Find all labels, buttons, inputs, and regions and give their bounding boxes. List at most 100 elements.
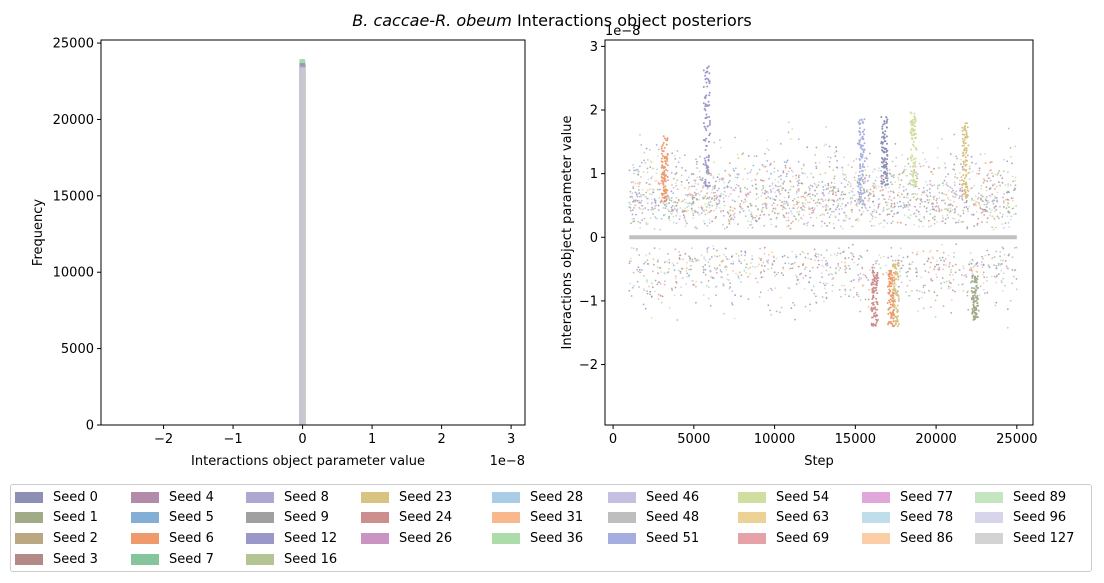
scatter-point bbox=[660, 157, 663, 160]
scatter-point bbox=[961, 274, 963, 276]
scatter-point bbox=[763, 192, 766, 195]
scatter-point bbox=[645, 223, 648, 226]
scatter-point bbox=[790, 222, 793, 225]
scatter-point bbox=[877, 185, 880, 188]
scatter-point bbox=[1004, 184, 1007, 186]
scatter-point bbox=[914, 185, 917, 188]
scatter-point bbox=[885, 271, 888, 274]
scatter-point bbox=[760, 271, 762, 273]
scatter-point bbox=[768, 177, 771, 180]
scatter-point bbox=[708, 154, 710, 157]
scatter-point bbox=[886, 202, 889, 204]
scatter-point bbox=[996, 199, 998, 202]
scatter-point bbox=[666, 138, 669, 141]
scatter-point bbox=[910, 119, 913, 122]
scatter-point bbox=[964, 142, 967, 145]
scatter-point bbox=[702, 271, 705, 274]
scatter-point bbox=[974, 264, 976, 267]
scatter-point bbox=[974, 292, 977, 295]
scatter-point bbox=[823, 300, 825, 303]
legend-swatch bbox=[361, 532, 389, 544]
scatter-point bbox=[853, 194, 856, 197]
scatter-point bbox=[684, 154, 686, 157]
scatter-point bbox=[903, 196, 905, 199]
scatter-point bbox=[885, 116, 888, 119]
scatter-point bbox=[701, 208, 704, 210]
scatter-point bbox=[896, 325, 899, 328]
scatter-point bbox=[966, 126, 969, 129]
scatter-point bbox=[712, 191, 715, 194]
scatter-point bbox=[893, 174, 895, 177]
scatter-point bbox=[703, 210, 705, 213]
scatter-point bbox=[994, 226, 997, 229]
scatter-point bbox=[1000, 269, 1003, 272]
scatter-point bbox=[669, 219, 671, 222]
scatter-point bbox=[797, 138, 800, 141]
scatter-point bbox=[945, 183, 948, 186]
scatter-xlabel: Step bbox=[804, 454, 834, 469]
scatter-point bbox=[913, 186, 915, 189]
scatter-point bbox=[658, 197, 661, 199]
scatter-point bbox=[628, 169, 631, 172]
legend-label: Seed 69 bbox=[776, 530, 830, 546]
scatter-point bbox=[891, 274, 894, 277]
scatter-point bbox=[777, 181, 780, 184]
scatter-point bbox=[968, 178, 971, 181]
scatter-point bbox=[640, 204, 643, 207]
legend-label: Seed 28 bbox=[530, 489, 584, 505]
scatter-point bbox=[882, 158, 885, 161]
scatter-point bbox=[695, 259, 698, 262]
scatter-point bbox=[873, 186, 876, 189]
scatter-point bbox=[739, 271, 741, 274]
scatter-point bbox=[715, 207, 718, 210]
scatter-point bbox=[997, 273, 1000, 276]
scatter-point bbox=[764, 189, 767, 192]
scatter-point bbox=[806, 222, 808, 225]
scatter-point bbox=[945, 193, 948, 196]
scatter-point bbox=[976, 295, 979, 297]
scatter-point bbox=[851, 258, 854, 261]
scatter-point bbox=[925, 161, 928, 163]
scatter-point bbox=[751, 255, 754, 257]
legend-item: Seed 16 bbox=[246, 549, 337, 569]
scatter-point bbox=[780, 306, 783, 309]
scatter-point bbox=[801, 202, 804, 205]
scatter-point bbox=[755, 183, 757, 186]
scatter-point bbox=[952, 195, 954, 198]
scatter-point bbox=[915, 133, 918, 136]
scatter-point bbox=[814, 202, 817, 205]
scatter-point bbox=[777, 169, 779, 172]
scatter-point bbox=[815, 216, 818, 219]
scatter-point bbox=[639, 134, 641, 136]
scatter-point bbox=[925, 210, 928, 213]
scatter-point bbox=[796, 184, 799, 187]
scatter-point bbox=[882, 226, 885, 229]
scatter-point bbox=[750, 220, 752, 223]
scatter-point bbox=[707, 261, 710, 263]
figure-title: B. caccae-R. obeum Interactions object p… bbox=[352, 11, 751, 30]
scatter-point bbox=[857, 174, 860, 177]
scatter-point bbox=[710, 256, 713, 258]
scatter-point bbox=[649, 293, 651, 296]
scatter-point bbox=[792, 220, 794, 223]
scatter-point bbox=[922, 187, 925, 189]
scatter-point bbox=[953, 256, 955, 258]
scatter-point bbox=[942, 251, 945, 254]
scatter-point bbox=[726, 186, 729, 189]
scatter-point bbox=[740, 250, 743, 253]
scatter-point bbox=[739, 189, 742, 192]
scatter-point bbox=[736, 176, 739, 179]
scatter-point bbox=[783, 161, 786, 163]
scatter-point bbox=[832, 222, 835, 225]
scatter-point bbox=[685, 275, 688, 278]
scatter-point bbox=[796, 200, 798, 203]
scatter-point bbox=[651, 213, 654, 215]
scatter-point bbox=[850, 189, 853, 192]
legend-item: Seed 1 bbox=[15, 508, 98, 528]
scatter-point bbox=[672, 215, 675, 218]
scatter-point bbox=[933, 291, 936, 294]
scatter-point bbox=[726, 211, 729, 214]
scatter-point bbox=[687, 188, 690, 191]
scatter-point bbox=[663, 178, 666, 181]
scatter-point bbox=[964, 137, 967, 140]
